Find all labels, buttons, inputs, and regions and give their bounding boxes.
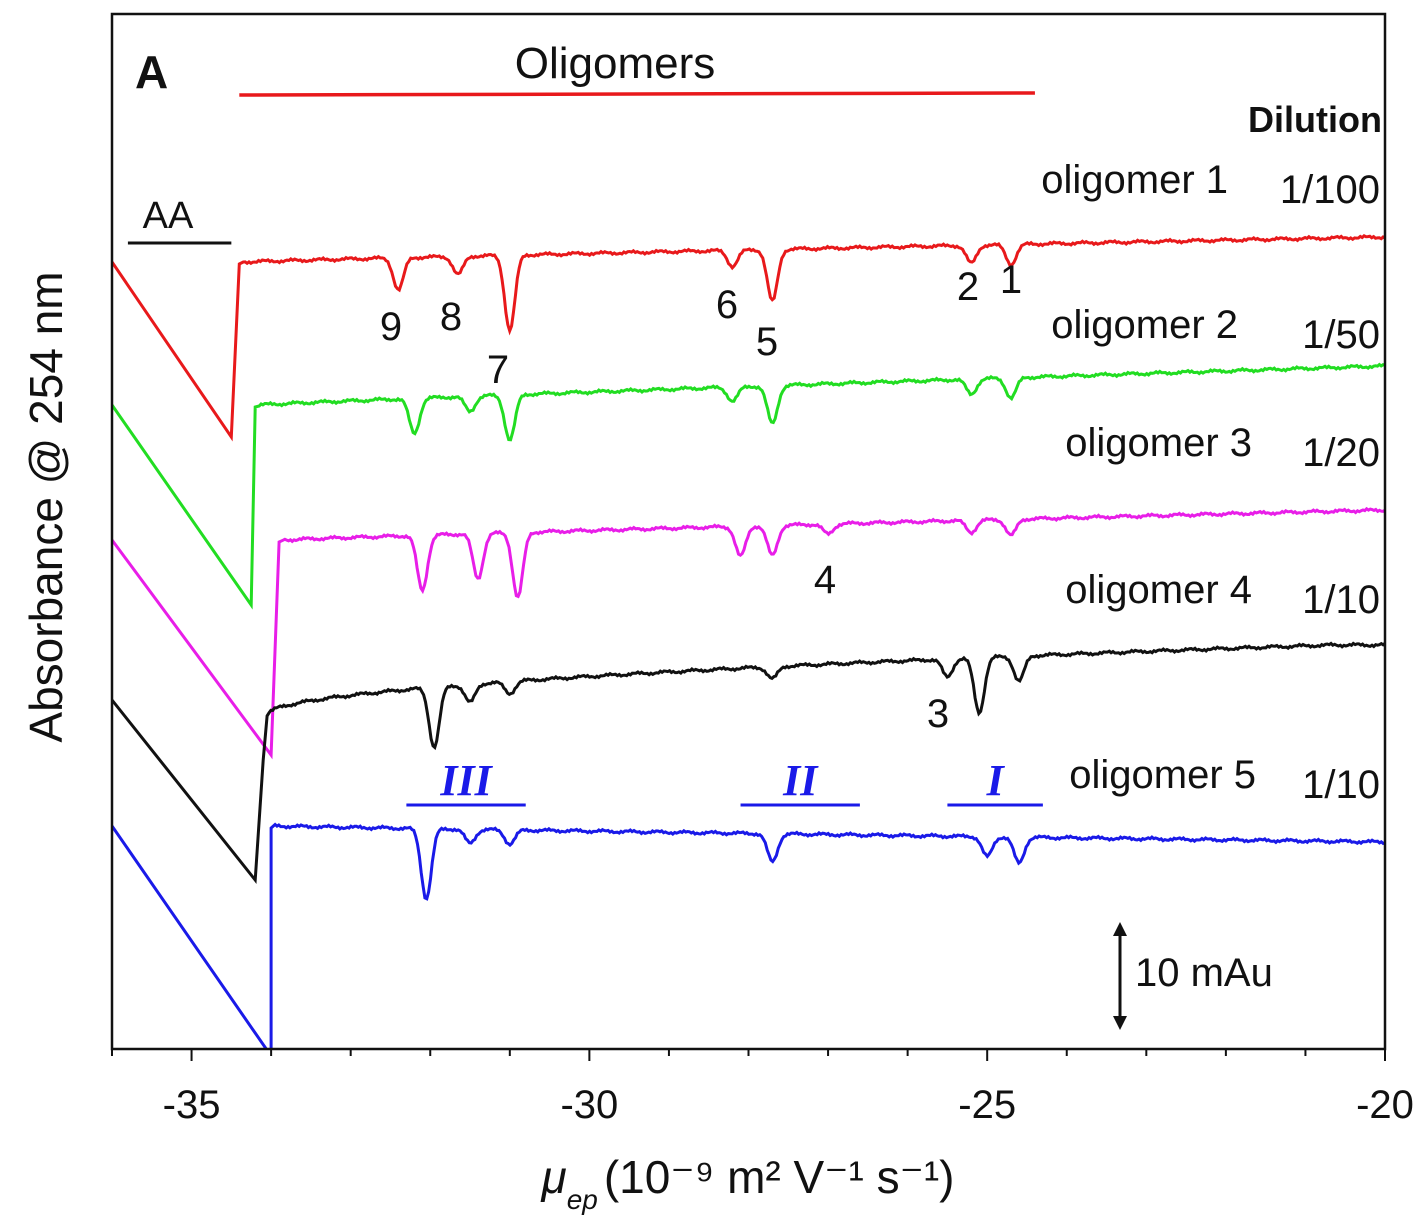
oligomers-label: Oligomers bbox=[515, 39, 716, 88]
x-axis-label: μep (10⁻⁹ m² V⁻¹ s⁻¹) bbox=[541, 1151, 955, 1215]
x-tick-label: -30 bbox=[560, 1083, 618, 1127]
x-axis-units: (10⁻⁹ m² V⁻¹ s⁻¹) bbox=[604, 1151, 955, 1203]
peak-label: 4 bbox=[814, 558, 836, 602]
x-tick-label: -35 bbox=[163, 1083, 221, 1127]
series-label: oligomer 3 bbox=[1065, 421, 1252, 465]
group-label: I bbox=[986, 756, 1006, 805]
trace-oligomer-1 bbox=[112, 234, 1385, 442]
series-label: oligomer 2 bbox=[1051, 303, 1238, 347]
peak-label: 3 bbox=[927, 692, 949, 736]
aa-label: AA bbox=[143, 195, 194, 237]
peak-label: 5 bbox=[756, 320, 778, 364]
dilution-label: 1/20 bbox=[1302, 431, 1380, 475]
trace-oligomer-5 bbox=[112, 822, 1385, 1049]
dilution-label: 1/10 bbox=[1302, 763, 1380, 807]
group-label: III bbox=[439, 756, 493, 805]
peak-label: 9 bbox=[380, 305, 402, 349]
trace-oligomer-4 bbox=[112, 641, 1385, 884]
peak-label: 8 bbox=[440, 295, 462, 339]
series-label: oligomer 5 bbox=[1069, 753, 1256, 797]
scale-bar: 10 mAu bbox=[1113, 922, 1273, 1030]
panel-label: A bbox=[135, 46, 168, 98]
peak-label: 6 bbox=[716, 283, 738, 327]
peak-label: 7 bbox=[487, 348, 509, 392]
trace-oligomer-3 bbox=[112, 506, 1385, 760]
dilution-label: 1/100 bbox=[1280, 168, 1380, 212]
peak-label: 2 bbox=[957, 265, 979, 309]
dilution-label: 1/50 bbox=[1302, 313, 1380, 357]
y-axis-label: Absorbance @ 254 nm bbox=[20, 271, 72, 742]
x-tick-label: -20 bbox=[1356, 1083, 1414, 1127]
oligomers-bar bbox=[239, 91, 1035, 97]
dilution-label: 1/10 bbox=[1302, 578, 1380, 622]
trace-oligomer-2 bbox=[112, 362, 1385, 610]
peak-label: 1 bbox=[1000, 258, 1022, 302]
series-label: oligomer 1 bbox=[1041, 158, 1228, 202]
x-ticks: -35 -30 -25 -20 bbox=[111, 1049, 1414, 1127]
dilution-title: Dilution bbox=[1248, 99, 1382, 140]
x-axis-symbol: μ bbox=[541, 1151, 567, 1203]
x-axis-subscript: ep bbox=[567, 1184, 598, 1215]
series-label: oligomer 4 bbox=[1065, 568, 1252, 612]
traces: oligomer 1 1/100 oligomer 2 1/50 oligomer 3 1… bbox=[112, 158, 1385, 1049]
group-label: II bbox=[782, 756, 819, 805]
x-tick-label: -25 bbox=[958, 1083, 1016, 1127]
scale-bar-label: 10 mAu bbox=[1135, 951, 1273, 995]
